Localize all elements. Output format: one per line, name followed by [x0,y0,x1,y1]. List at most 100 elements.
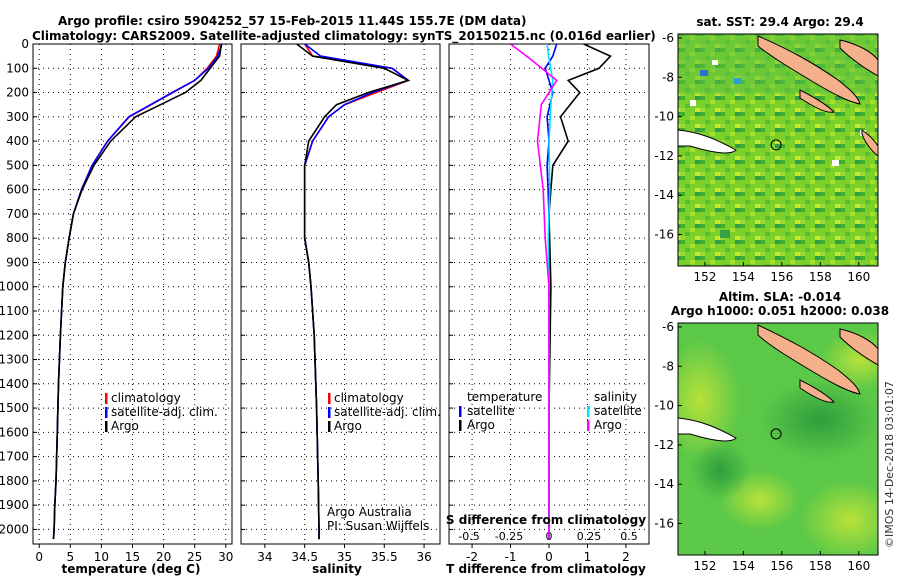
attribution-line-2: PI: Susan Wijffels [327,519,429,533]
difference-x-axis: -2 -1 0 1 2 [466,544,630,564]
legend-swatch [587,406,590,417]
series-argo [52,44,223,540]
map-xtick-label: 154 [732,270,755,284]
xtick-label: 20 [156,550,171,564]
map-xtick-label: 158 [809,270,832,284]
sla-map-axes: 152 154 156 158 160 -6 -8 -10 -12 -14 -16 [654,320,870,573]
attribution-line-1: Argo Australia [327,505,412,519]
map-ytick-label: -8 [662,70,674,84]
sst-map-argo-location [770,139,782,151]
salinity-panel-frame [240,43,441,545]
xtick-label: 1 [584,550,592,564]
difference-legend: temperature salinity satelliteArgosatell… [459,390,642,432]
temperature-x-axis: 0 5 10 15 20 25 30 [35,544,233,564]
salinity-series [296,44,411,540]
depth-tick-label: 1600 [0,425,29,439]
map-ytick-label: -12 [654,149,674,163]
depth-tick-label: 1100 [0,304,29,318]
legend-temperature-title: temperature [467,390,542,404]
temperature-series [52,44,223,540]
map-xtick-label: 156 [770,559,793,573]
xtick-label: 5 [66,550,74,564]
legend-label: climatology [111,391,181,405]
xtick-label: 15 [125,550,140,564]
legend-label: satellite-adj. clim. [111,405,218,419]
depth-tick-label: 700 [6,207,29,221]
legend-label: Argo [594,418,622,432]
series-satellite-adj-clim- [303,44,410,540]
sla-map-subtitle: Argo h1000: 0.051 h2000: 0.038 [671,304,889,318]
salinity-grid [241,43,440,544]
depth-tick-label: 0 [21,37,29,51]
map-xtick-label: 152 [693,270,716,284]
map-ytick-label: -12 [654,438,674,452]
xtick-label: 0 [545,550,553,564]
temperature-xlabel: temperature (deg C) [62,562,201,576]
legend-label: satellite [594,404,642,418]
depth-tick-label: 1200 [0,328,29,342]
xtick-label: 34.5 [291,550,318,564]
figure-title-line-1: Argo profile: csiro 5904252_57 15-Feb-20… [58,14,526,29]
xtick-label: -1 [505,550,517,564]
depth-tick-label: 1800 [0,474,29,488]
map-ytick-label: -16 [654,228,674,242]
xtick-label: 34 [257,550,272,564]
xtick-label: 36 [416,550,431,564]
difference-top-xlabel: S difference from climatology [446,513,646,527]
series-satellite-adj-clim- [52,44,223,540]
legend-label: satellite [467,404,515,418]
sst-map-image [678,34,878,266]
legend-label: Argo [467,418,495,432]
legend-label: Argo [111,419,139,433]
series-argo [296,44,411,540]
legend-label: satellite-adj. clim. [334,405,441,419]
legend-swatch [459,420,462,431]
depth-tick-label: 300 [6,110,29,124]
sla-map-image [678,323,878,555]
sst-map-axes: 152 154 156 158 160 -6 -8 -10 -12 -14 -16 [654,31,870,284]
depth-tick-label: 1700 [0,450,29,464]
map-xtick-label: 152 [693,559,716,573]
legend-label: climatology [334,391,404,405]
map-ytick-label: -8 [662,359,674,373]
map-xtick-label: 158 [809,559,832,573]
depth-tick-label: 1000 [0,280,29,294]
depth-tick-label: 900 [6,255,29,269]
depth-tick-label: 200 [6,86,29,100]
sst-map-frame [677,33,879,267]
xtick-label: 2 [622,550,630,564]
series-climatology [303,44,410,540]
top-tick-label: -0.25 [495,530,523,543]
depth-tick-label: 100 [6,61,29,75]
sla-map-frame [677,322,879,556]
sla-map-title: Altim. SLA: -0.014 [719,290,841,304]
map-ytick-label: -10 [654,110,674,124]
difference-series [510,44,612,540]
xtick-label: 30 [218,550,233,564]
top-tick-label: -0.5 [458,530,479,543]
depth-tick-label: 400 [6,134,29,148]
map-ytick-label: -6 [662,31,674,45]
salinity-x-axis: 34 34.5 35 35.5 36 [257,544,432,564]
top-tick-label: 0.5 [620,530,638,543]
xtick-label: 35.5 [371,550,398,564]
map-xtick-label: 156 [770,270,793,284]
map-ytick-label: -14 [654,188,674,202]
depth-tick-label: 1400 [0,377,29,391]
legend-label: Argo [334,419,362,433]
legend-swatch [587,420,590,431]
xtick-label: 10 [94,550,109,564]
depth-tick-label: 2000 [0,522,29,536]
legend-salinity-title: salinity [594,390,637,404]
legend-swatch [328,393,331,404]
depth-tick-label: 800 [6,231,29,245]
xtick-label: -2 [466,550,478,564]
top-tick-label: 0.25 [577,530,602,543]
legend-swatch [328,421,331,432]
xtick-label: 35 [337,550,352,564]
salinity-xlabel: salinity [312,562,362,576]
series-s-argo [510,44,558,540]
difference-top-axis: -0.5 -0.25 0 0.25 0.5 [458,530,637,543]
